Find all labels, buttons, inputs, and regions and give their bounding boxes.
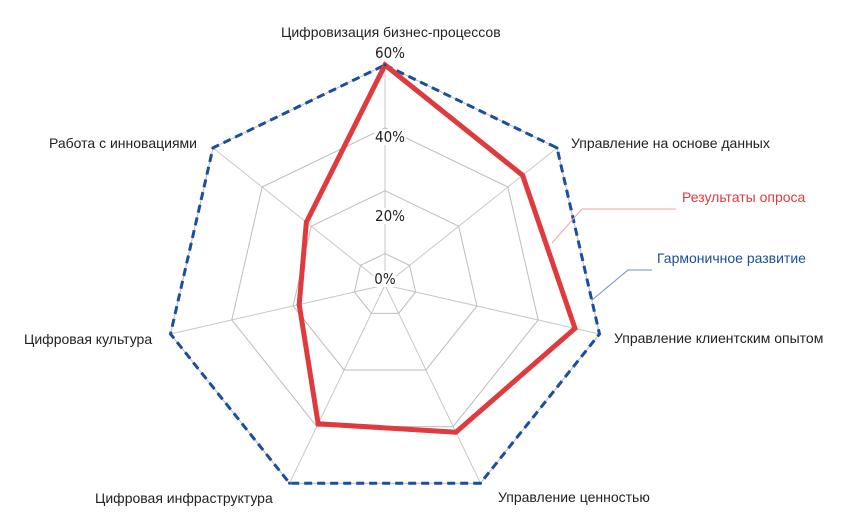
series-line-0 <box>296 61 578 435</box>
axis-label-culture: Цифровая культура <box>24 331 153 347</box>
legend-leader-harmonious <box>591 269 652 301</box>
grid-spoke-2 <box>384 284 600 335</box>
legend-leader-layer <box>551 208 676 301</box>
tick-label-0: 0% <box>373 270 397 288</box>
legend-survey-results: Результаты опроса <box>682 189 806 205</box>
series-0-point-4 <box>315 421 321 427</box>
axis-label-value-management: Управление ценностью <box>498 489 650 505</box>
legend-harmonious-development: Гармоничное развитие <box>657 250 806 266</box>
series-1-point-3 <box>478 481 482 485</box>
tick-label-40: 40% <box>374 128 406 146</box>
series-line-1 <box>168 63 602 485</box>
axis-label-innovation: Работа с инновациями <box>49 135 197 151</box>
series-1-point-2 <box>597 332 601 336</box>
series-1-point-6 <box>211 146 215 150</box>
axis-label-customer-experience: Управление клиентским опытом <box>614 330 824 346</box>
series-0-point-3 <box>453 429 459 435</box>
series-0-point-2 <box>572 325 578 331</box>
grid-ring-20 <box>292 190 478 371</box>
series-layer <box>168 61 602 485</box>
series-1-point-1 <box>555 146 559 150</box>
series-1-point-0 <box>383 63 387 67</box>
series-0-point-5 <box>296 302 302 308</box>
grid-spoke-4 <box>289 284 386 484</box>
grid-ring-0 <box>353 253 417 314</box>
grid-spoke-3 <box>384 284 481 484</box>
grid-spoke-1 <box>384 147 558 286</box>
tick-label-60: 60% <box>374 44 406 62</box>
series-1-point-5 <box>169 332 173 336</box>
axis-label-digitization: Цифровизация бизнес-процессов <box>281 24 501 40</box>
axis-label-data-driven: Управление на основе данных <box>571 135 770 151</box>
tick-label-20: 20% <box>374 207 406 225</box>
grid-spoke-6 <box>212 147 386 286</box>
series-0-point-6 <box>303 219 309 225</box>
legend-leader-survey <box>551 208 676 244</box>
series-1-point-4 <box>288 481 292 485</box>
series-0-point-1 <box>520 172 526 178</box>
grid-spoke-5 <box>170 284 386 335</box>
axis-label-infrastructure: Цифровая инфраструктура <box>95 490 273 506</box>
